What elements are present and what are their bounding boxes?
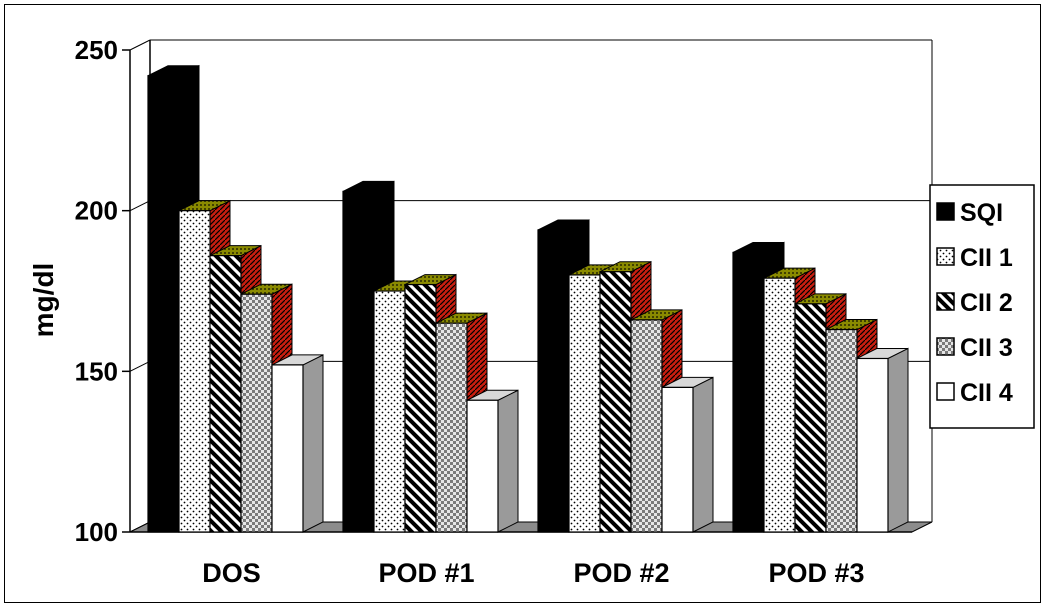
x-tick-label: POD #2 xyxy=(573,558,669,588)
bar-side xyxy=(887,347,909,533)
legend-swatch xyxy=(936,337,955,356)
bar xyxy=(271,354,324,533)
bar-front xyxy=(240,293,273,533)
bar-front xyxy=(537,229,570,533)
legend-label: SQI xyxy=(960,199,1003,227)
bar xyxy=(856,347,909,533)
bars-layer xyxy=(147,64,909,533)
legend-swatch xyxy=(936,382,955,401)
bar-front xyxy=(466,399,499,533)
bar-side xyxy=(692,376,714,533)
bar-front xyxy=(404,283,437,533)
bar xyxy=(661,376,714,533)
bar xyxy=(732,241,785,533)
legend-label: CII 1 xyxy=(960,244,1013,272)
y-tick-label: 150 xyxy=(75,356,118,386)
x-tick-label: POD #1 xyxy=(378,558,474,588)
x-tick-label: POD #3 xyxy=(768,558,864,588)
legend-swatch xyxy=(936,202,955,221)
bar-front xyxy=(856,357,889,533)
bar-front xyxy=(794,303,827,533)
legend-label: CII 3 xyxy=(960,334,1013,362)
x-tick-label: DOS xyxy=(202,558,261,588)
gridline-depth xyxy=(129,200,151,212)
bar-side xyxy=(302,354,324,533)
y-tick-label: 250 xyxy=(75,35,118,65)
y-axis-title: mg/dl xyxy=(28,263,59,338)
bar-front xyxy=(342,190,375,533)
y-tick-label: 200 xyxy=(75,196,118,226)
bar-front xyxy=(732,251,765,533)
legend-swatch xyxy=(936,292,955,311)
bar-front xyxy=(599,271,632,533)
bar-front xyxy=(147,75,180,533)
bar-side xyxy=(497,389,519,533)
bar-front xyxy=(435,322,468,533)
bar-front xyxy=(568,274,601,533)
legend: SQI CII 1 CII 2 CII 3 CII 4 xyxy=(929,184,1035,429)
gridline-depth xyxy=(129,39,151,51)
bar-front xyxy=(271,364,304,533)
bar-front xyxy=(630,319,663,533)
legend-label: CII 2 xyxy=(960,289,1013,317)
gridline-depth xyxy=(129,360,151,372)
chart-frame xyxy=(4,4,1041,603)
legend-label: CII 4 xyxy=(960,379,1013,407)
legend-swatch xyxy=(936,247,955,266)
labels-layer: 100 150 200 250 DOS POD #1 POD #2 POD #3 xyxy=(75,35,865,588)
bar xyxy=(466,389,519,533)
bar-front xyxy=(763,277,796,533)
bar-front xyxy=(373,290,406,533)
bar-front xyxy=(209,255,242,533)
bar-front xyxy=(825,328,858,533)
y-tick-label: 100 xyxy=(75,517,118,547)
bar-front xyxy=(178,210,211,533)
bar-front xyxy=(661,386,694,533)
